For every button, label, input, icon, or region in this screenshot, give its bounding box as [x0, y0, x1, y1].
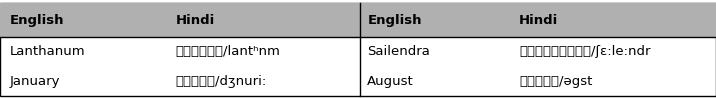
Text: English: English	[9, 14, 64, 27]
Text: Lanthanum: Lanthanum	[9, 45, 85, 58]
Bar	[0, 3, 716, 37]
Text: जनवरी/dʒnuri:: जनवरी/dʒnuri:	[175, 75, 266, 88]
Text: लाञथनम/lantʰnm: लाञथनम/lantʰnm	[175, 45, 280, 58]
Text: January: January	[9, 75, 60, 88]
Text: English: English	[367, 14, 422, 27]
Text: Hindi: Hindi	[175, 14, 215, 27]
Text: Sailendra: Sailendra	[367, 45, 430, 58]
Text: शैलेन्द्र/ʃɛ:le:ndr: शैलेन्द्र/ʃɛ:le:ndr	[519, 45, 651, 58]
Text: August: August	[367, 75, 414, 88]
Text: अगस्त/əgst: अगस्त/əgst	[519, 75, 592, 88]
Text: Hindi: Hindi	[519, 14, 558, 27]
